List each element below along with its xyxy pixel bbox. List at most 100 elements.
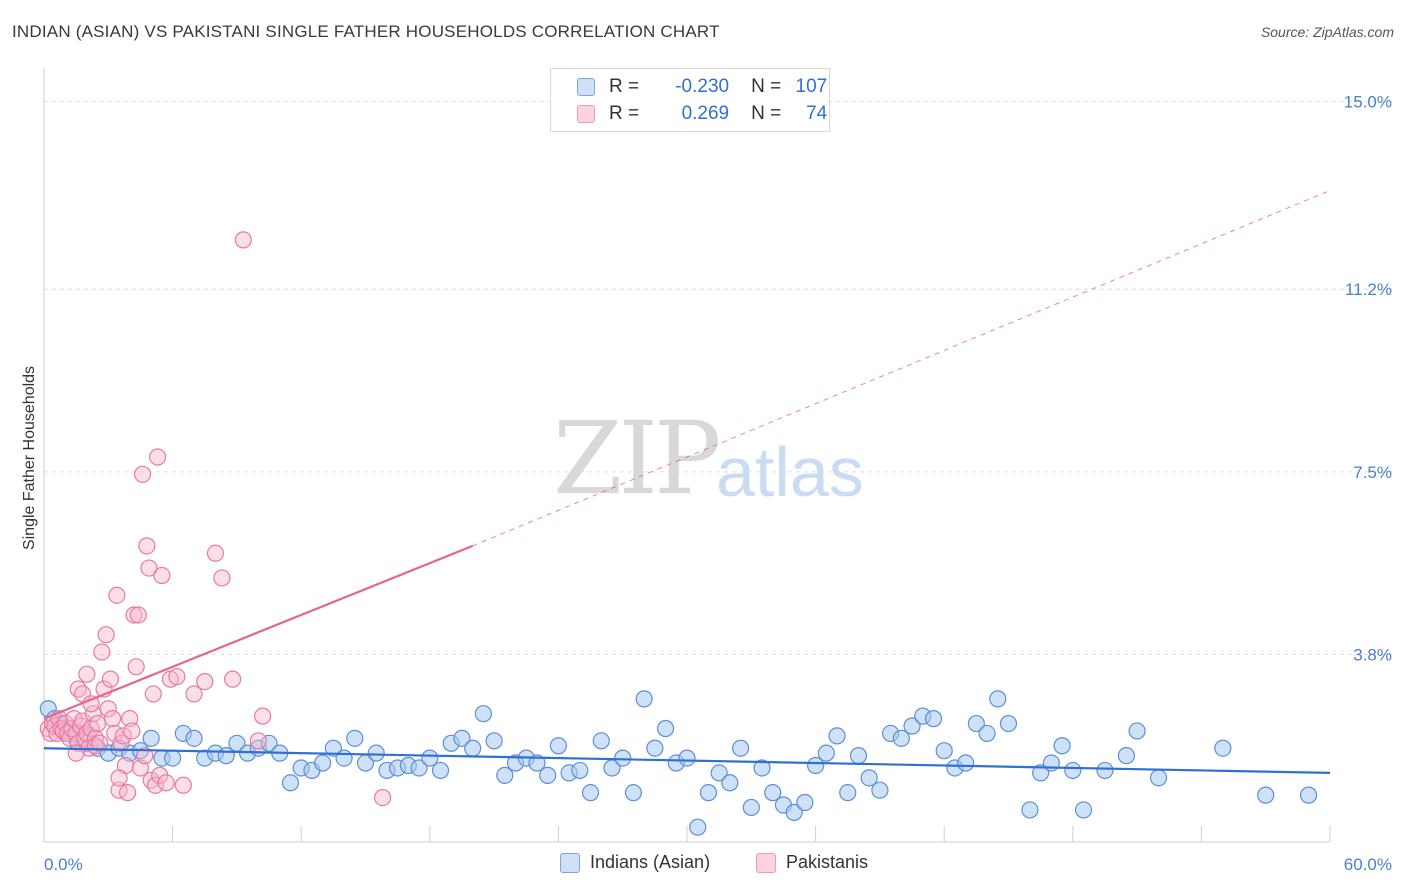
data-point-indians <box>1074 801 1093 819</box>
data-point-pakistanis <box>67 744 85 762</box>
trendline-indians <box>43 747 1331 775</box>
data-point-indians <box>731 739 750 757</box>
data-point-indians <box>710 764 728 782</box>
data-point-indians <box>999 714 1018 733</box>
data-point-indians <box>871 781 889 799</box>
data-point-pakistanis <box>213 569 231 587</box>
data-point-pakistanis <box>138 537 156 555</box>
data-point-indians <box>967 714 985 733</box>
data-point-indians <box>978 724 996 743</box>
data-point-indians <box>689 818 707 836</box>
data-point-indians <box>549 737 568 755</box>
data-point-indians <box>367 744 385 762</box>
bottom-legend-indians: Indians (Asian) <box>560 852 710 873</box>
data-point-indians <box>324 739 342 757</box>
data-point-indians <box>260 734 278 752</box>
y-tick-label: 11.2% <box>1345 280 1392 299</box>
legend-row-pakistanis: R = 0.269 N = 74 <box>577 102 827 126</box>
y-tick-label: 15.0% <box>1344 93 1392 112</box>
legend-r-value-pakistanis: 0.269 <box>681 103 730 124</box>
data-point-indians <box>796 793 814 812</box>
data-point-indians <box>753 759 771 777</box>
data-point-indians <box>539 766 557 784</box>
data-point-indians <box>989 690 1007 708</box>
data-point-pakistanis <box>99 700 117 718</box>
bottom-legend-label-indians: Indians (Asian) <box>590 852 711 872</box>
data-point-indians <box>464 739 482 757</box>
data-point-pakistanis <box>185 685 203 703</box>
data-point-indians <box>1214 739 1232 757</box>
data-point-indians <box>764 784 782 802</box>
data-point-indians <box>453 729 471 747</box>
data-point-pakistanis <box>118 784 137 802</box>
data-point-pakistanis <box>144 685 162 703</box>
legend-n-value-indians: 107 <box>795 76 828 97</box>
data-point-pakistanis <box>249 732 267 750</box>
data-point-pakistanis <box>374 788 392 807</box>
data-point-indians <box>485 732 503 750</box>
data-point-pakistanis <box>140 559 158 577</box>
data-point-indians <box>699 784 718 802</box>
data-point-pakistanis <box>125 606 143 624</box>
data-point-indians <box>839 784 857 802</box>
data-point-indians <box>742 798 760 817</box>
data-point-indians <box>624 784 643 802</box>
data-point-indians <box>1117 747 1135 765</box>
data-point-indians <box>1053 737 1071 755</box>
legend-n-value-pakistanis: 74 <box>806 103 828 124</box>
data-point-indians <box>571 761 589 780</box>
bottom-legend-swatch-pakistanis <box>756 852 776 873</box>
watermark-zip: ZIP <box>553 400 721 517</box>
data-point-indians <box>1257 786 1275 804</box>
legend-n-key: N = <box>751 103 782 124</box>
y-tick-label: 7.5% <box>1353 463 1392 482</box>
data-point-indians <box>410 759 428 777</box>
data-point-pakistanis <box>123 722 141 740</box>
data-point-indians <box>656 719 675 738</box>
data-point-pakistanis <box>136 747 154 765</box>
data-point-indians <box>806 756 825 775</box>
data-point-indians <box>1064 761 1082 780</box>
trendline-pakistanis <box>43 544 474 720</box>
legend-r-key: R = <box>609 76 640 97</box>
legend-swatch-indians <box>577 78 595 96</box>
data-point-indians <box>421 749 439 767</box>
data-point-indians <box>1149 769 1168 787</box>
source-credit: Source: ZipAtlas.com <box>1260 24 1394 40</box>
data-point-indians <box>1021 801 1039 819</box>
data-point-indians <box>924 710 943 728</box>
data-point-pakistanis <box>110 769 128 787</box>
data-point-indians <box>860 769 878 787</box>
chart-title: INDIAN (ASIAN) VS PAKISTANI SINGLE FATHE… <box>12 22 720 41</box>
data-point-pakistanis <box>206 544 225 562</box>
data-point-indians <box>1299 786 1318 804</box>
data-point-pakistanis <box>153 566 171 585</box>
data-point-indians <box>431 761 450 780</box>
data-point-pakistanis <box>129 606 147 624</box>
data-point-indians <box>614 749 632 767</box>
data-point-pakistanis <box>254 707 272 725</box>
data-point-pakistanis <box>127 658 145 676</box>
legend-r-value-indians: -0.230 <box>675 76 730 97</box>
y-tick-label: 3.8% <box>1353 645 1392 664</box>
data-point-indians <box>849 747 868 765</box>
legend-r-key: R = <box>609 103 640 124</box>
data-point-pakistanis <box>234 231 252 249</box>
data-point-pakistanis <box>168 668 186 686</box>
data-point-indians <box>281 774 300 792</box>
data-point-pakistanis <box>93 643 111 661</box>
data-point-pakistanis <box>146 776 165 794</box>
data-point-indians <box>678 749 696 767</box>
data-point-pakistanis <box>148 448 167 466</box>
data-point-indians <box>903 717 921 735</box>
data-point-pakistanis <box>114 727 132 745</box>
data-point-pakistanis <box>108 586 126 604</box>
data-point-indians <box>1032 764 1050 782</box>
data-point-indians <box>474 705 492 723</box>
data-point-indians <box>335 749 353 767</box>
data-point-indians <box>142 729 160 747</box>
data-point-pakistanis <box>101 670 120 688</box>
data-point-pakistanis <box>88 714 107 733</box>
data-point-indians <box>164 749 182 767</box>
